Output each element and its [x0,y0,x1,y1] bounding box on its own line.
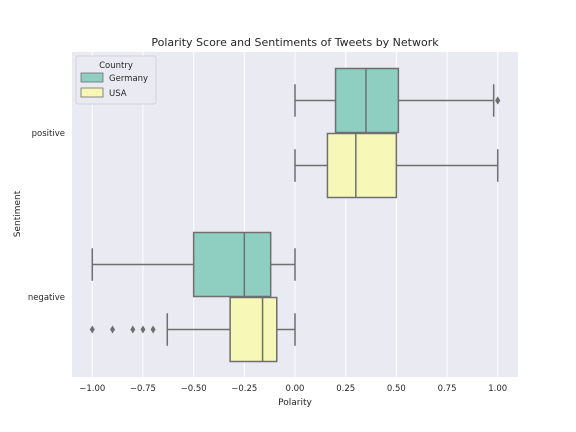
outlier-point [89,325,95,334]
legend-swatch-usa [80,87,104,98]
box-usa-negative [229,296,278,363]
legend-title: Country [99,61,133,71]
box-usa-positive [326,132,398,199]
x-tick-label: 0.75 [438,384,457,394]
box-germany-positive [334,67,400,134]
x-tick-label: 0.00 [286,384,305,394]
legend: Country Germany USA [75,55,157,105]
grid-lines [91,52,499,377]
outlier-point [110,325,116,334]
legend-label-usa: USA [109,89,127,99]
x-axis-label: Polarity [278,398,312,408]
y-axis-label: Sentiment [13,190,23,237]
y-category-label: negative [28,293,65,303]
x-tick-label: −1.00 [79,384,105,394]
x-tick-label: 0.25 [336,384,355,394]
x-tick-label: −0.25 [231,384,257,394]
x-tick-label: −0.50 [181,384,207,394]
legend-label-germany: Germany [109,74,148,84]
outlier-point [495,96,501,105]
x-tick-label: −0.75 [130,384,156,394]
box-group [89,67,501,363]
outlier-point [140,325,146,334]
y-category-label: positive [32,129,65,139]
y-axis-categories: positive negative [28,129,65,303]
box-germany-negative [192,231,272,298]
x-tick-label: 0.50 [387,384,406,394]
legend-swatch-germany [80,72,104,83]
chart-title: Polarity Score and Sentiments of Tweets … [151,36,439,49]
x-tick-label: 1.00 [488,384,507,394]
outlier-point [130,325,136,334]
outlier-point [150,325,156,334]
x-axis-ticks: −1.00 −0.75 −0.50 −0.25 0.00 0.25 0.50 0.75 1.00 [79,384,507,394]
